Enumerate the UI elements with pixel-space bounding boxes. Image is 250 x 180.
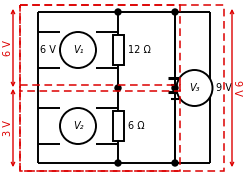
Circle shape [60,108,96,144]
Text: V₁: V₁ [73,45,83,55]
Circle shape [60,32,96,68]
Text: 6 Ω: 6 Ω [128,121,144,131]
Bar [20,5,224,171]
Text: 9 V: 9 V [216,83,232,93]
Text: 6 V: 6 V [3,40,13,56]
Text: V₂: V₂ [73,121,83,131]
Text: 12 Ω: 12 Ω [128,45,150,55]
Circle shape [176,70,212,106]
Bar [112,35,124,65]
Text: 3 V: 3 V [3,120,13,136]
Circle shape [115,160,121,166]
Bar [20,85,180,171]
Text: 9 V: 9 V [232,80,242,96]
Bar [112,111,124,141]
Circle shape [115,85,121,91]
Text: V₃: V₃ [189,83,200,93]
Circle shape [115,9,121,15]
Circle shape [172,85,178,91]
Circle shape [172,160,178,166]
Text: 6 V: 6 V [40,45,56,55]
Circle shape [172,9,178,15]
Bar [20,5,180,91]
